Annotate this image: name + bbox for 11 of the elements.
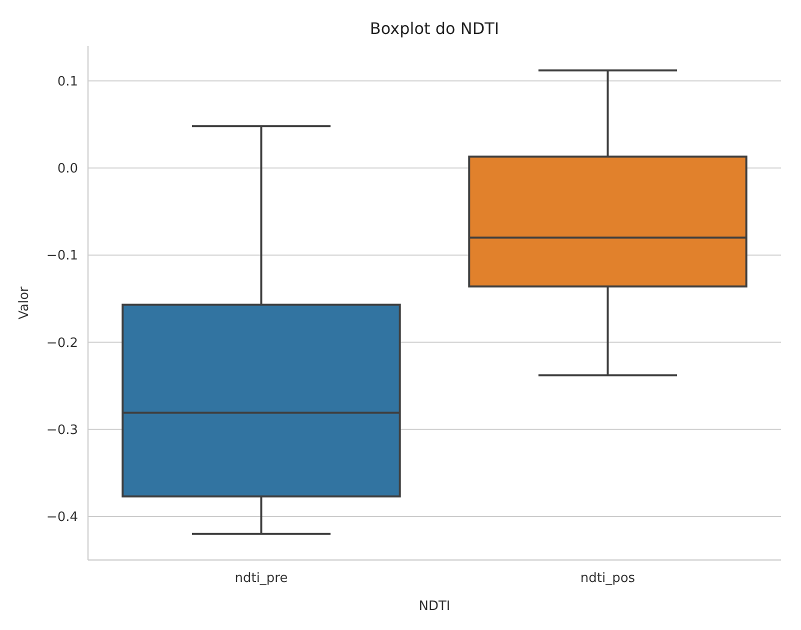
y-tick-label: 0.1 bbox=[57, 74, 78, 90]
y-tick-label: 0.0 bbox=[57, 162, 78, 177]
x-tick-label: ndti_pre bbox=[234, 571, 288, 586]
y-tick-label: −0.4 bbox=[46, 510, 78, 525]
y-axis-title: Valor bbox=[17, 286, 32, 320]
y-tick-label: −0.1 bbox=[46, 248, 78, 264]
x-tick-label: ndti_pos bbox=[580, 571, 636, 586]
y-tick-label: −0.3 bbox=[46, 422, 78, 438]
chart-title: Boxplot do NDTI bbox=[370, 19, 500, 38]
x-axis-title: NDTI bbox=[418, 599, 450, 614]
y-tick-label: −0.2 bbox=[46, 336, 78, 351]
